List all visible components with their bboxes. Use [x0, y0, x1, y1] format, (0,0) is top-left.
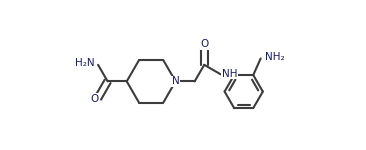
Text: N: N	[172, 76, 179, 86]
Text: NH₂: NH₂	[265, 52, 284, 62]
Text: H₂N: H₂N	[75, 58, 95, 68]
Text: O: O	[200, 39, 208, 49]
Text: O: O	[90, 94, 98, 104]
Text: NH: NH	[222, 69, 237, 79]
